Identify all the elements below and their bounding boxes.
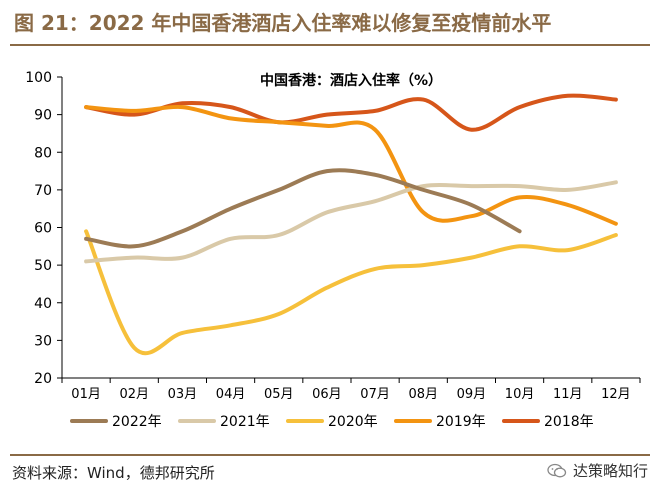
- y-tick-label: 30: [34, 333, 52, 349]
- source-rule: [10, 454, 650, 456]
- series-line-2021年: [84, 180, 618, 264]
- x-tick-label: 02月: [119, 387, 149, 402]
- x-tick-label: 12月: [601, 387, 631, 402]
- y-tick-label: 100: [25, 70, 52, 86]
- y-tick-label: 70: [34, 183, 52, 199]
- line-chart: 中国香港：酒店入住率（%） 20 30 40 50 60 70 80 90 100 01月 02月 03…: [25, 70, 641, 430]
- x-tick-label: 03月: [168, 387, 198, 402]
- legend-label: 2020年: [328, 414, 378, 430]
- legend-label: 2019年: [436, 414, 486, 430]
- wechat-icon: [547, 463, 567, 477]
- series-line-2018年: [84, 93, 618, 132]
- series-line-2019年: [84, 104, 618, 226]
- source-note: 资料来源：Wind，德邦研究所: [12, 464, 215, 482]
- legend-label: 2018年: [544, 414, 594, 430]
- y-tick-label: 40: [34, 296, 52, 312]
- x-tick-label: 06月: [312, 387, 342, 402]
- watermark-text: 达策略知行: [572, 462, 648, 480]
- y-tick-label: 20: [34, 371, 52, 387]
- y-tick-label: 90: [34, 108, 52, 124]
- x-tick-label: 08月: [408, 387, 438, 402]
- title-rule: [10, 44, 650, 46]
- series-line-2022年: [84, 168, 522, 249]
- legend-label: 2022年: [112, 414, 162, 430]
- legend-label: 2021年: [220, 414, 270, 430]
- y-tick-label: 50: [34, 258, 52, 274]
- x-tick-label: 07月: [360, 387, 390, 402]
- chart-title: 中国香港：酒店入住率（%）: [260, 72, 442, 89]
- series-line-2020年: [84, 229, 618, 356]
- y-tick-label: 60: [34, 221, 52, 237]
- x-tick-label: 05月: [264, 387, 294, 402]
- x-tick-label: 10月: [505, 387, 535, 402]
- y-tick-label: 80: [34, 145, 52, 161]
- x-tick-label: 01月: [71, 387, 101, 402]
- x-tick-label: 09月: [457, 387, 487, 402]
- watermark: 达策略知行: [547, 460, 648, 481]
- x-tick-label: 04月: [216, 387, 246, 402]
- figure-title: 图 21：2022 年中国香港酒店入住率难以修复至疫情前水平: [14, 11, 552, 35]
- x-tick-label: 11月: [553, 387, 583, 402]
